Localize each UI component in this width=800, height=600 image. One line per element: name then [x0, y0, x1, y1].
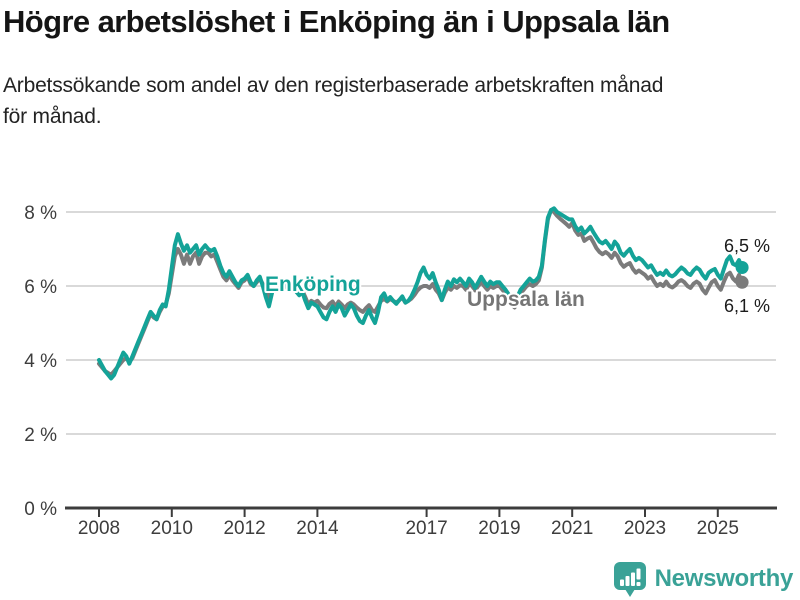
page-title: Högre arbetslöshet i Enköping än i Uppsa… [3, 4, 670, 39]
series-line-uppsala-lan [97, 208, 745, 377]
series-inline-label: Enköping [265, 273, 361, 296]
series-end-dot [735, 275, 749, 289]
brand-name: Newsworthy [654, 565, 794, 592]
logo-bar-chart-glyph [619, 568, 641, 586]
series-end-value-label: 6,1 % [724, 296, 770, 316]
x-axis-tick-label: 2025 [697, 518, 739, 539]
x-axis-tick-label: 2019 [478, 518, 520, 539]
y-axis-tick-label: 4 % [24, 351, 57, 372]
x-axis-tick-label: 2010 [151, 518, 193, 539]
y-axis-tick-label: 0 % [24, 499, 57, 520]
unemployment-line-chart: 0 % 2 % 4 % 6 % 8 % 2008 2010 2012 2014 2017 2019 2… [24, 203, 777, 539]
y-axis-tick-label: 6 % [24, 277, 57, 298]
logo-bubble [613, 562, 646, 590]
y-axis-tick-label: 2 % [24, 425, 57, 446]
newsworthy-brand: Newsworthy [613, 561, 793, 597]
x-axis-tick-label: 2017 [405, 518, 447, 539]
series-line-enkoping [97, 206, 745, 381]
x-axis-tick-label: 2012 [223, 518, 265, 539]
series-inline-label: Uppsala län [467, 288, 585, 311]
x-axis-tick-label: 2014 [296, 518, 339, 539]
x-axis-tick-label: 2008 [78, 518, 120, 539]
logo-bubble-tail [624, 589, 635, 597]
x-axis-tick-label: 2021 [551, 518, 593, 539]
y-axis-tick-label: 8 % [24, 203, 57, 224]
chart-subtitle: Arbetssökande som andel av den registerb… [3, 74, 664, 128]
x-axis-tick-label: 2023 [624, 518, 666, 539]
newsworthy-logo-icon [613, 562, 646, 597]
series-end-dot [735, 261, 749, 274]
series-end-value-label: 6,5 % [724, 236, 770, 256]
